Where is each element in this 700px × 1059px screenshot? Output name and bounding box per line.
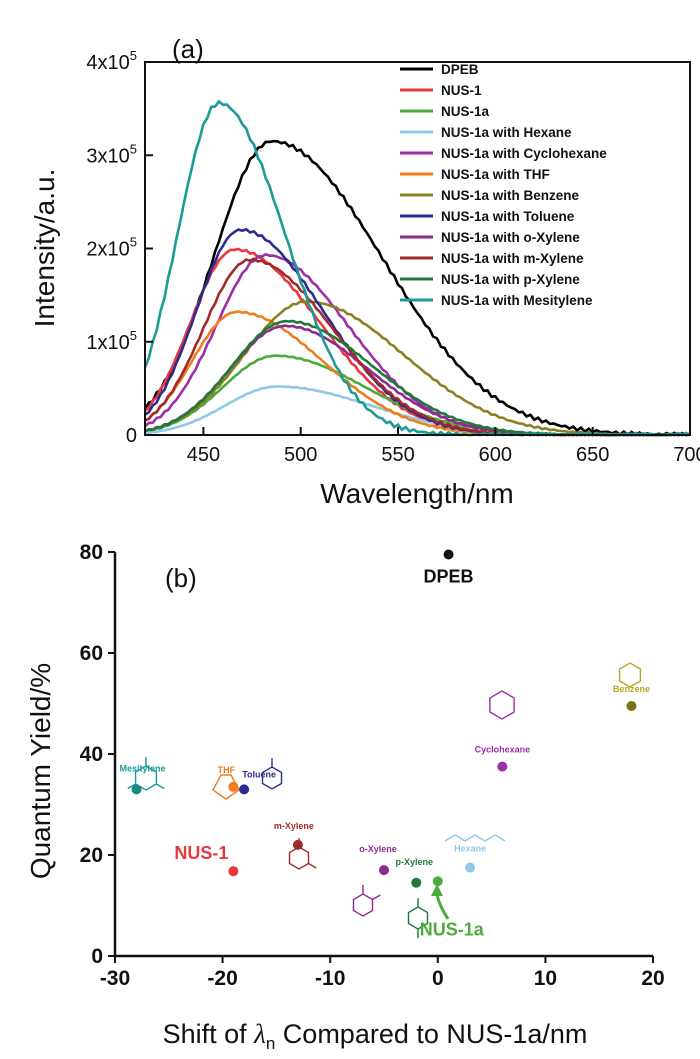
nus-1a-arrowhead [431, 884, 443, 896]
x-tick-label: 20 [641, 967, 664, 990]
mesitylene-structure-icon [127, 757, 165, 791]
y-tick-base: 1x10 [86, 332, 129, 354]
legend-label-nus-1a-with-cyclohexane: NUS-1a with Cyclohexane [441, 146, 607, 161]
point-mesitylene [131, 784, 142, 795]
benzene-structure-icon [618, 662, 642, 688]
legend-label-nus-1a-with-m-xylene: NUS-1a with m-Xylene [441, 251, 584, 266]
x-tick-label: 500 [284, 444, 317, 466]
legend-label-nus-1a-with-hexane: NUS-1a with Hexane [441, 125, 572, 140]
y-tick-label: 4x105 [86, 48, 137, 74]
y-tick-exponent: 5 [130, 235, 137, 250]
panel-a-y-axis-label: Intensity/a.u. [29, 169, 60, 328]
y-tick-exponent: 5 [130, 48, 137, 63]
point-label-hexane: Hexane [454, 844, 486, 854]
panel-a-axes: 45050055060065070001x1052x1053x1054x105 [86, 48, 700, 466]
point-label-m-xylene: m-Xylene [274, 821, 314, 831]
x-tick-label: 0 [432, 967, 444, 990]
point-nus-1a [432, 876, 443, 887]
y-tick-label: 2x105 [86, 235, 137, 261]
point-p-xylene [411, 877, 422, 888]
y-tick-label: 3x105 [86, 141, 137, 167]
series-line-nus-1a-with-hexane [144, 385, 691, 437]
point-label-toluene: Toluene [242, 769, 276, 779]
y-tick-label: 1x105 [86, 328, 137, 354]
point-hexane [465, 862, 476, 873]
y-tick-label: 20 [80, 844, 103, 867]
panel-a-legend: DPEB NUS-1 NUS-1a NUS-1a with Hexane NUS-1a … [400, 62, 607, 308]
panel-b-structure-sketches [127, 662, 642, 938]
y-tick-base: 3x10 [86, 145, 129, 167]
point-label-nus-1a: NUS-1a [420, 919, 485, 939]
point-label-thf: THF [218, 765, 236, 775]
legend-label-nus-1a-with-toluene: NUS-1a with Toluene [441, 209, 575, 224]
panel-a-spectra-chart: (a) 45050055060065070001x1052x1053x1054x… [29, 34, 700, 509]
legend-label-nus-1a-with-p-xylene: NUS-1a with p-Xylene [441, 272, 580, 287]
point-toluene [239, 784, 250, 795]
toluene-structure-icon [261, 758, 283, 790]
x-tick-label: 450 [187, 444, 220, 466]
panel-b-y-axis-label: Quantum Yield/% [25, 663, 56, 879]
point-label-p-xylene: p-Xylene [396, 857, 434, 867]
legend-label-nus-1a-with-o-xylene: NUS-1a with o-Xylene [441, 230, 580, 245]
panel-b-axes: -30 -20 -10 0 10 20 0 20 40 60 80 [80, 541, 665, 990]
legend-label-nus-1a: NUS-1a [441, 104, 490, 119]
x-tick-label: -20 [207, 967, 237, 990]
y-tick-label: 60 [80, 642, 103, 665]
legend-label-nus-1: NUS-1 [441, 83, 482, 98]
y-tick-base: 2x10 [86, 239, 129, 261]
series-line-nus-1 [144, 247, 691, 437]
point-m-xylene [292, 839, 303, 850]
x-label-post: Compared to NUS-1a/nm [275, 1019, 587, 1049]
o-xylene-structure-icon [352, 885, 381, 917]
series-line-nus-1a-with-m-xylene [144, 257, 691, 437]
panel-b-label: (b) [165, 563, 197, 593]
panel-b-points: DPEB Benzene Cyclohexane Mesitylene THF Tolue… [120, 549, 650, 939]
point-label-o-xylene: o-Xylene [359, 844, 397, 854]
y-tick-exponent: 5 [130, 328, 137, 343]
cyclohexane-structure-icon [489, 690, 515, 720]
point-label-benzene: Benzene [613, 684, 650, 694]
x-label-lambda: λ [253, 1019, 266, 1049]
series-line-dpeb [143, 139, 691, 437]
legend-label-nus-1a-with-thf: NUS-1a with THF [441, 167, 550, 182]
y-tick-label: 80 [80, 541, 103, 564]
x-label-sub: n [266, 1034, 275, 1053]
point-thf [228, 781, 239, 792]
hexane-structure-icon [444, 834, 506, 842]
x-tick-label: 650 [576, 444, 609, 466]
point-label-mesitylene: Mesitylene [120, 763, 166, 773]
p-xylene-structure-icon [407, 898, 429, 938]
x-tick-label: -10 [315, 967, 345, 990]
legend-label-nus-1a-with-mesitylene: NUS-1a with Mesitylene [441, 293, 593, 308]
legend-label-nus-1a-with-benzene: NUS-1a with Benzene [441, 188, 580, 203]
point-dpeb [443, 549, 454, 560]
panel-b-x-axis-label: Shift of λn Compared to NUS-1a/nm [163, 1019, 588, 1053]
x-tick-label: 10 [534, 967, 557, 990]
x-tick-label: -30 [100, 967, 130, 990]
y-tick-base: 4x10 [86, 52, 129, 74]
panel-b-quantum-yield-chart: (b) DPEB Benzene Cyclohexane Mesitylene THF T… [25, 541, 665, 1053]
y-tick-label: 40 [80, 743, 103, 766]
point-o-xylene [379, 865, 389, 876]
x-tick-label: 700 [673, 444, 700, 466]
panel-a-label: (a) [172, 34, 204, 64]
point-label-dpeb: DPEB [424, 567, 474, 587]
panel-a-plot-frame [144, 61, 691, 436]
point-benzene [626, 701, 637, 712]
point-label-nus-1: NUS-1 [174, 843, 228, 863]
y-tick-label: 0 [91, 945, 103, 968]
y-tick-exponent: 5 [130, 141, 137, 156]
y-tick-label: 0 [126, 425, 137, 447]
panel-a-series-group [143, 99, 691, 437]
x-label-pre: Shift of [163, 1019, 255, 1049]
x-tick-label: 550 [381, 444, 414, 466]
point-label-cyclohexane: Cyclohexane [475, 745, 531, 755]
x-tick-label: 600 [479, 444, 512, 466]
panel-a-x-axis-label: Wavelength/nm [320, 478, 514, 509]
point-cyclohexane [497, 761, 508, 772]
legend-label-dpeb: DPEB [441, 62, 479, 77]
point-nus-1 [228, 866, 239, 877]
